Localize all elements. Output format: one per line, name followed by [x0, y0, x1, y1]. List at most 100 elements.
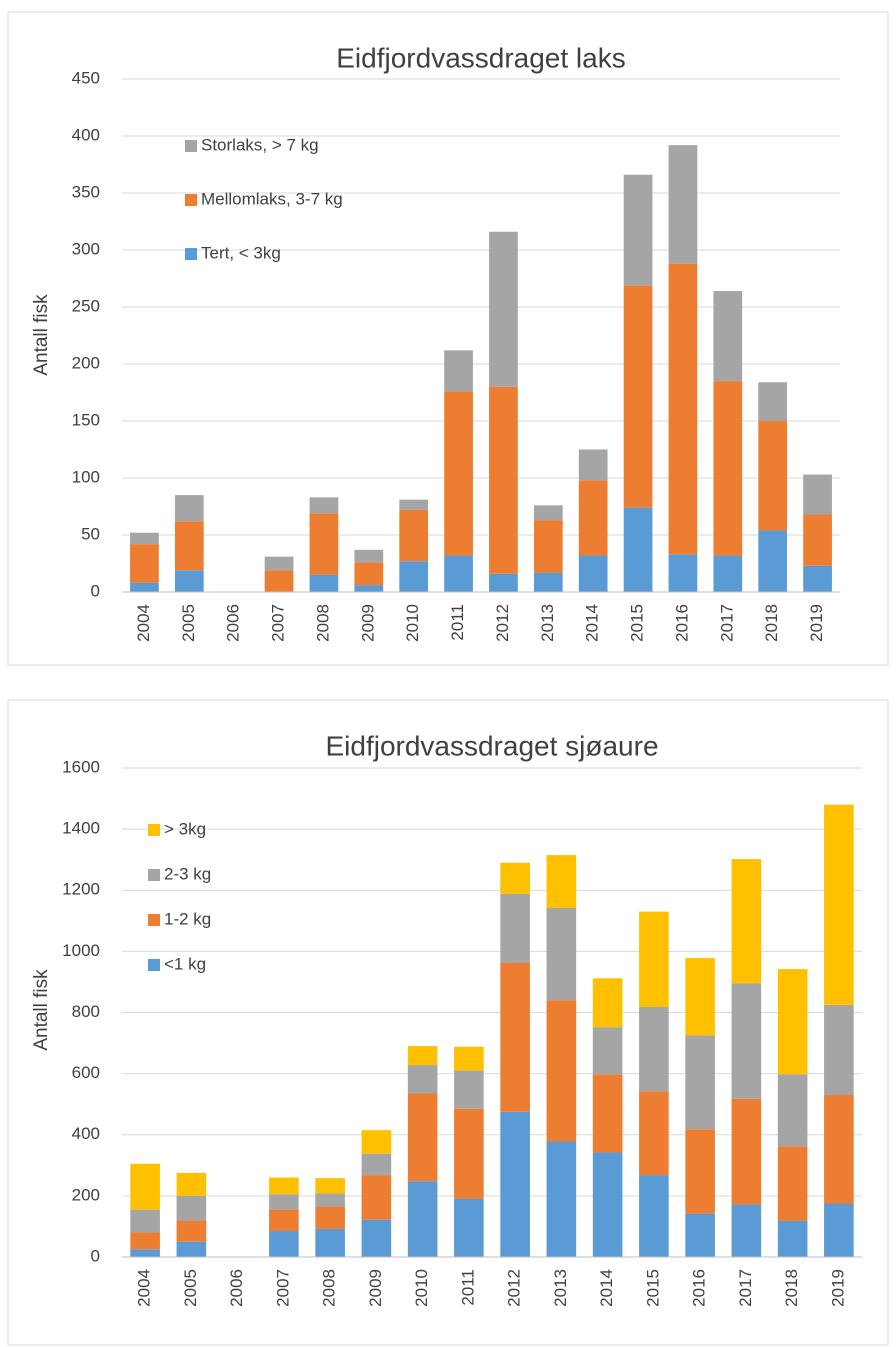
bar: [731, 1098, 762, 1205]
bar: [713, 381, 743, 556]
bar: [824, 1203, 854, 1257]
bar: [407, 1065, 438, 1094]
y-tick-label: 600: [72, 1063, 100, 1082]
bar: [731, 859, 762, 984]
x-tick-label: 2004: [134, 604, 153, 642]
bar: [578, 449, 608, 481]
x-tick-label: 2006: [224, 604, 243, 642]
bar: [500, 962, 530, 1112]
x-tick-label: 2007: [273, 1269, 292, 1307]
bar: [354, 585, 384, 592]
x-tick-label: 2009: [358, 604, 377, 642]
y-tick-label: 1600: [62, 757, 100, 776]
bar: [623, 285, 653, 508]
bar: [500, 1111, 530, 1257]
bar: [758, 530, 788, 592]
x-tick-label: 2014: [597, 1269, 616, 1307]
bar: [176, 1241, 207, 1257]
bar: [777, 969, 808, 1075]
x-tick-label: 2019: [828, 1269, 847, 1307]
bar: [264, 570, 294, 592]
bar: [500, 893, 530, 963]
x-tick-label: 2015: [643, 1269, 662, 1307]
bar: [361, 1219, 392, 1257]
bar: [639, 911, 669, 1007]
x-tick-label: 2010: [412, 1269, 431, 1307]
bar: [407, 1046, 438, 1066]
y-tick-label: 300: [72, 239, 100, 258]
bar: [399, 509, 429, 562]
x-tick-label: 2009: [366, 1269, 385, 1307]
bar: [668, 263, 698, 555]
bar: [444, 555, 473, 592]
bar: [361, 1175, 392, 1220]
bar: [685, 1129, 715, 1214]
bar: [354, 562, 384, 586]
x-tick-label: 2015: [628, 604, 647, 642]
bar: [174, 495, 204, 522]
bar: [407, 1093, 438, 1182]
bar: [489, 573, 518, 592]
bar: [315, 1193, 345, 1207]
legend-label: 1-2 kg: [164, 909, 211, 928]
x-tick-label: 2006: [227, 1269, 246, 1307]
bar: [130, 544, 159, 583]
y-tick-label: 400: [72, 1124, 100, 1143]
y-tick-label: 50: [81, 524, 100, 543]
bar: [623, 174, 653, 286]
x-tick-label: 2019: [807, 604, 826, 642]
bar: [354, 549, 384, 563]
legend-swatch: [185, 194, 197, 206]
bar: [315, 1178, 345, 1194]
legend-label: > 3kg: [164, 819, 206, 838]
bar: [533, 505, 563, 521]
bar: [361, 1153, 392, 1176]
bar: [824, 1004, 854, 1096]
legend-swatch: [148, 869, 160, 881]
y-tick-label: 1000: [62, 941, 100, 960]
bar: [713, 555, 743, 592]
bar: [269, 1194, 299, 1210]
legend-swatch: [148, 959, 160, 971]
bar: [444, 350, 473, 392]
x-tick-label: 2007: [269, 604, 288, 642]
bar: [315, 1206, 345, 1229]
bar: [174, 570, 204, 592]
bar: [533, 520, 563, 573]
x-tick-label: 2018: [762, 604, 781, 642]
bar: [668, 145, 698, 264]
y-tick-label: 0: [91, 581, 100, 600]
y-tick-label: 150: [72, 410, 100, 429]
bar: [578, 555, 608, 592]
bar: [309, 513, 339, 575]
bar: [546, 907, 577, 1001]
legend-label: <1 kg: [164, 954, 206, 973]
y-tick-label: 1200: [62, 880, 100, 899]
x-tick-label: 2005: [181, 1269, 200, 1307]
bar: [130, 1232, 160, 1250]
bar: [454, 1046, 484, 1071]
bar: [758, 382, 788, 421]
legend-swatch: [148, 824, 160, 836]
x-tick-label: 2017: [717, 604, 736, 642]
x-tick-label: 2013: [538, 604, 557, 642]
bar: [315, 1228, 345, 1257]
x-tick-label: 2008: [313, 604, 332, 642]
bar: [713, 291, 743, 382]
bar: [176, 1220, 207, 1242]
bar: [685, 1213, 715, 1257]
bar: [269, 1231, 299, 1257]
bar: [758, 421, 788, 531]
legend-swatch: [185, 140, 197, 152]
x-tick-label: 2017: [736, 1269, 755, 1307]
bar: [130, 1209, 160, 1233]
bar: [130, 582, 159, 592]
legend-label: Tert, < 3kg: [201, 243, 281, 262]
bar: [578, 480, 608, 556]
bar: [546, 1000, 577, 1142]
bar: [399, 561, 429, 592]
bar: [454, 1108, 484, 1199]
bar: [685, 1035, 715, 1130]
